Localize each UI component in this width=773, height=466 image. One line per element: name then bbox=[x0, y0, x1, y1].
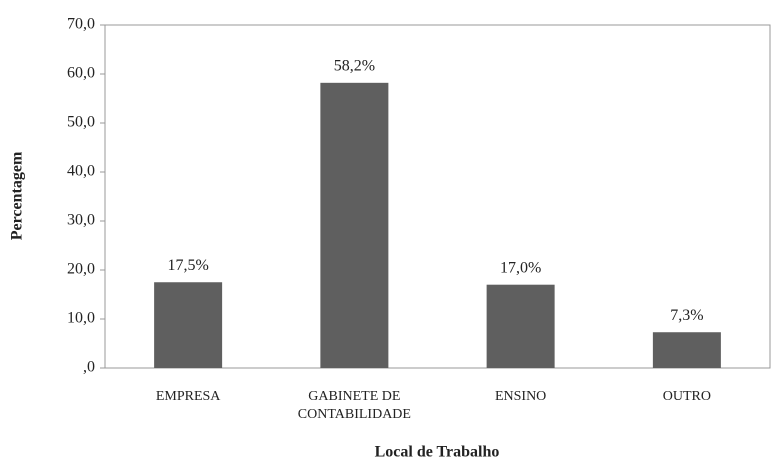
plot-frame bbox=[104, 24, 771, 369]
y-tick-label: 10,0 bbox=[67, 310, 95, 327]
data-label: 17,5% bbox=[167, 257, 208, 274]
data-label: 17,0% bbox=[500, 259, 541, 276]
x-tick-label: EMPRESA bbox=[155, 389, 221, 404]
y-tick-label: 60,0 bbox=[67, 65, 95, 82]
y-tick-label: 40,0 bbox=[67, 163, 95, 180]
y-tick-label: 20,0 bbox=[67, 261, 95, 278]
x-tick-label: ENSINO bbox=[494, 389, 547, 404]
x-tick-label: GABINETE DE CONTABILIDADE bbox=[297, 389, 411, 422]
bar bbox=[320, 82, 389, 368]
data-label: 58,2% bbox=[334, 57, 375, 74]
bar bbox=[652, 332, 721, 368]
y-tick-label: 50,0 bbox=[67, 114, 95, 131]
data-label: 7,3% bbox=[670, 307, 703, 324]
x-axis-title: Local de Trabalho bbox=[375, 444, 500, 461]
bar bbox=[486, 284, 555, 368]
y-axis-title: Percentagem bbox=[9, 151, 26, 240]
y-tick-label: ,0 bbox=[83, 359, 95, 376]
bar bbox=[154, 282, 223, 368]
x-tick-label: OUTRO bbox=[662, 389, 711, 404]
y-tick-label: 70,0 bbox=[67, 16, 95, 33]
y-tick-label: 30,0 bbox=[67, 212, 95, 229]
